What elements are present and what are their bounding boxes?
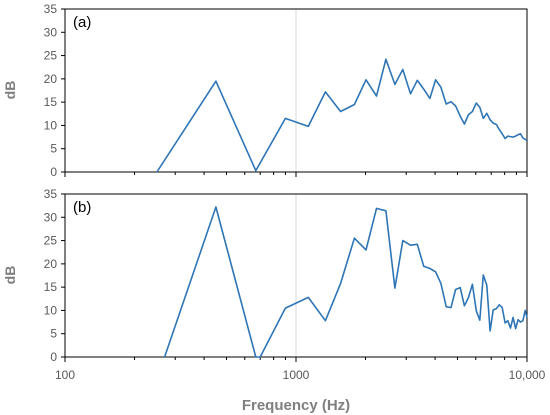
y-tick-label: 5 <box>50 327 57 341</box>
y-tick-label: 25 <box>44 234 58 248</box>
y-tick-label: 10 <box>44 118 58 132</box>
x-tick-label: 10,000 <box>509 368 546 382</box>
y-tick-label: 15 <box>44 280 58 294</box>
y-tick-label: 35 <box>44 187 58 201</box>
y-tick-label: 35 <box>44 2 58 16</box>
series-line <box>156 58 528 173</box>
y-tick-label: 30 <box>44 210 58 224</box>
x-tick-label: 1000 <box>283 368 310 382</box>
panel-a: 0 5 10 15 20 25 30 35 (a) dB <box>2 2 528 179</box>
y-tick-label: 0 <box>50 165 57 179</box>
panel-label: (a) <box>73 14 91 31</box>
y-tick-label: 0 <box>50 350 57 364</box>
x-tick-label: 100 <box>55 368 75 382</box>
y-tick-label: 30 <box>44 25 58 39</box>
x-axis-label: Frequency (Hz) <box>242 397 350 414</box>
y-tick-label: 25 <box>44 49 58 63</box>
y-tick-label: 20 <box>44 72 58 86</box>
y-tick-label: 10 <box>44 303 58 317</box>
y-axis-label: dB <box>2 81 18 100</box>
series-line <box>163 206 528 358</box>
panel-b: 0 5 10 15 20 25 30 35 100 1000 10,000 (b) dB <box>2 187 546 382</box>
y-tick-label: 20 <box>44 257 58 271</box>
y-tick-label: 15 <box>44 95 58 109</box>
panel-label: (b) <box>73 199 91 216</box>
y-axis-label: dB <box>2 266 18 285</box>
y-tick-label: 5 <box>50 142 57 156</box>
